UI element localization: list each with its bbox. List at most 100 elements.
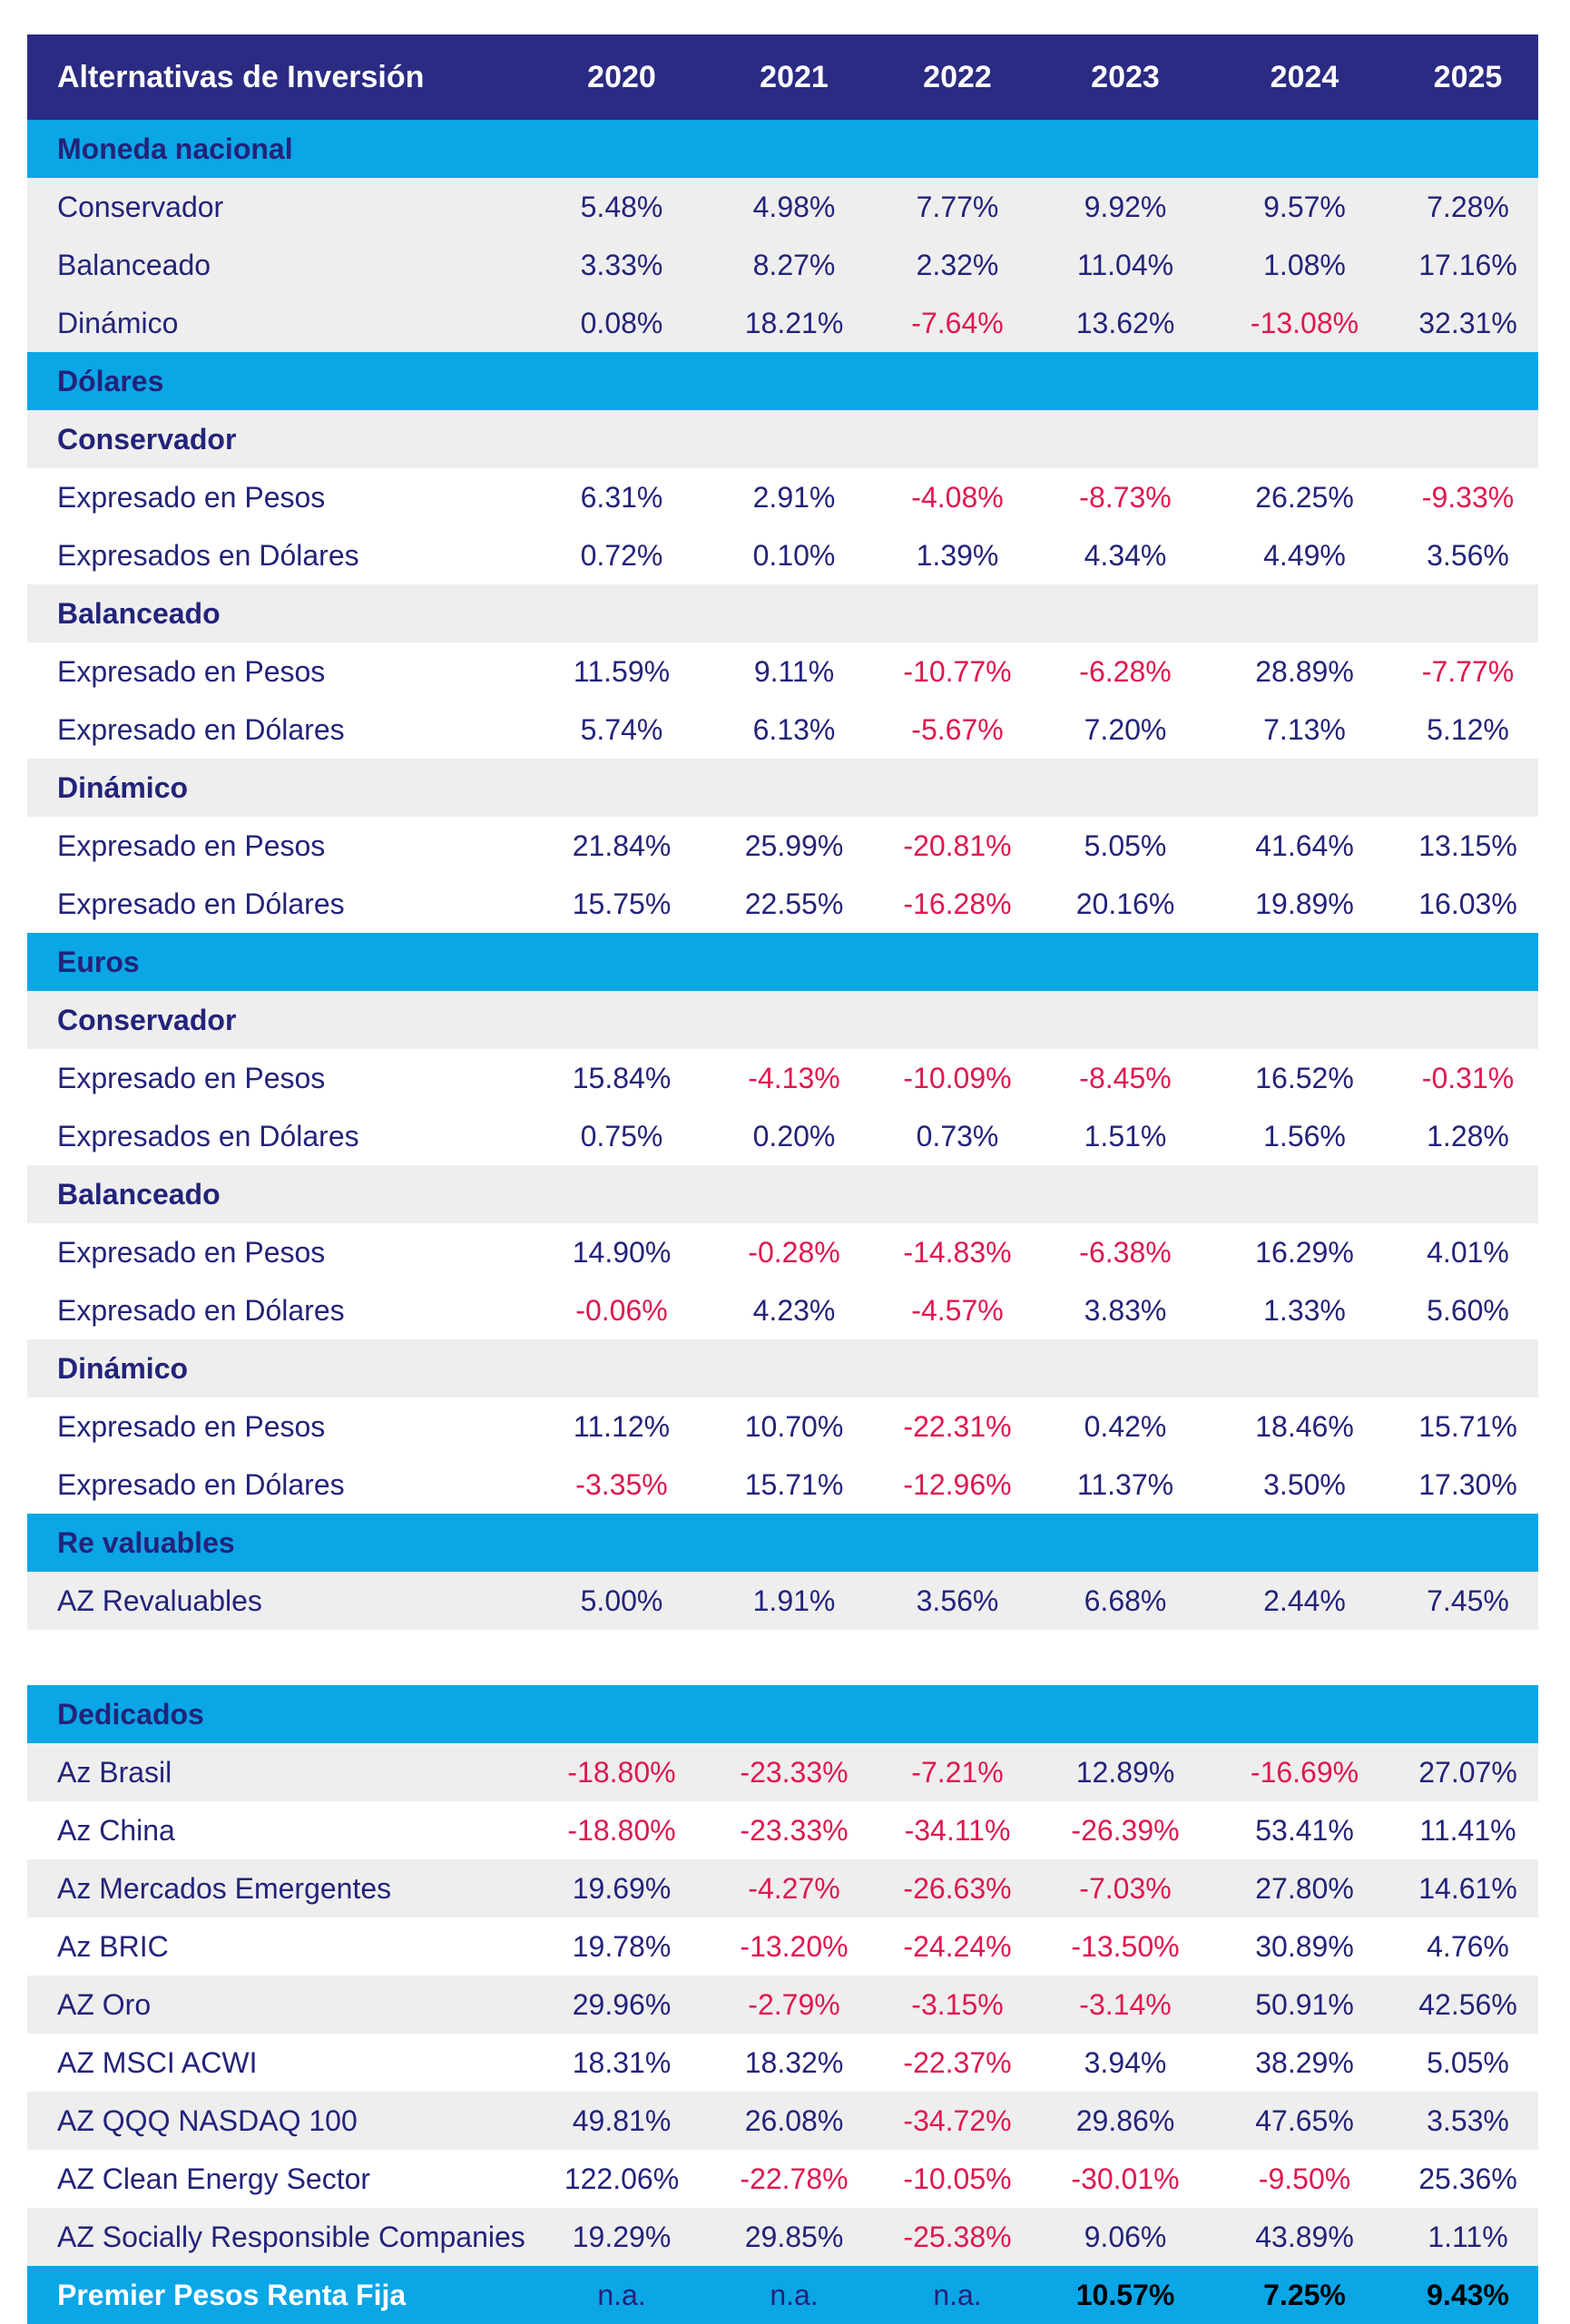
year-header-2021: 2021 xyxy=(760,59,829,94)
value-2020: 21.84% xyxy=(572,829,672,862)
value-2023: 10.57% xyxy=(1075,2278,1175,2311)
sub-row-conservador: Conservador xyxy=(27,410,1538,468)
table-row-az-brasil: Az Brasil -18.80% -23.33% -7.21% 12.89% -16.6… xyxy=(27,1743,1538,1801)
value-2023: 4.34% xyxy=(1084,538,1167,572)
value-2024: 19.89% xyxy=(1255,887,1354,920)
value-2024: 4.49% xyxy=(1263,538,1346,572)
value-2023: -26.39% xyxy=(1071,1813,1180,1847)
value-2024: 7.25% xyxy=(1263,2278,1346,2311)
year-header-2020: 2020 xyxy=(587,59,656,94)
value-2024: 41.64% xyxy=(1255,829,1354,862)
row-label: AZ Oro xyxy=(57,1987,152,2021)
row-label: Expresado en Dólares xyxy=(57,712,345,746)
value-2023: 29.86% xyxy=(1075,2103,1175,2137)
value-2023: 3.83% xyxy=(1084,1293,1167,1327)
value-2024: 38.29% xyxy=(1255,2045,1354,2079)
value-2023: 13.62% xyxy=(1075,306,1175,339)
row-label: Dinámico xyxy=(57,770,189,804)
row-label: Dinámico xyxy=(57,306,179,339)
sub-row-dinamico: Dinámico xyxy=(27,1339,1538,1397)
value-2021: -13.20% xyxy=(740,1929,849,1963)
value-2020: 11.12% xyxy=(573,1409,671,1443)
value-2022: 3.56% xyxy=(916,1584,999,1617)
value-2025: 4.76% xyxy=(1427,1929,1509,1963)
value-2020: 19.69% xyxy=(572,1871,672,1905)
row-label: Dólares xyxy=(57,364,164,397)
value-2025: -7.77% xyxy=(1421,654,1515,688)
value-2021: -23.33% xyxy=(740,1755,849,1789)
value-2020: -3.35% xyxy=(575,1467,668,1501)
value-2025: 14.61% xyxy=(1418,1871,1517,1905)
table-row-az-msci-acwi: AZ MSCI ACWI 18.31% 18.32% -22.37% 3.94% 38.2… xyxy=(27,2034,1538,2092)
section-row-dedicados: Dedicados xyxy=(27,1685,1538,1743)
value-2021: 26.08% xyxy=(744,2103,844,2137)
row-label: Conservador xyxy=(57,1003,237,1036)
value-2022: -4.08% xyxy=(911,480,1004,514)
value-2024: -13.08% xyxy=(1250,306,1359,339)
value-2022: -10.77% xyxy=(903,654,1012,688)
table-row-dinamico: Dinámico 0.08% 18.21% -7.64% 13.62% -13.08% 32… xyxy=(27,294,1538,352)
value-2022: -3.15% xyxy=(911,1987,1004,2021)
value-2024: 1.56% xyxy=(1263,1119,1346,1152)
row-label: Balanceado xyxy=(57,248,211,281)
row-label: Conservador xyxy=(57,422,237,456)
year-header-2023: 2023 xyxy=(1091,59,1160,94)
value-2024: 2.44% xyxy=(1263,1584,1346,1617)
value-2023: 3.94% xyxy=(1084,2045,1167,2079)
row-label: Re valuables xyxy=(57,1525,235,1559)
value-2020: 11.59% xyxy=(573,654,671,688)
dedicated-funds-table: Dedicados Az Brasil -18.80% -23.33% -7.21% 12… xyxy=(27,1685,1538,2324)
row-label: AZ QQQ NASDAQ 100 xyxy=(57,2103,358,2137)
value-2022: -34.11% xyxy=(904,1813,1011,1847)
value-2020: -18.80% xyxy=(567,1813,676,1847)
value-2024: 9.57% xyxy=(1263,190,1346,223)
sub-row-dinamico: Dinámico xyxy=(27,759,1538,817)
value-2025: 9.43% xyxy=(1427,2278,1509,2311)
value-2021: 15.71% xyxy=(744,1467,844,1501)
row-label: Euros xyxy=(57,945,140,978)
year-header-2022: 2022 xyxy=(923,59,992,94)
value-2023: 11.04% xyxy=(1076,248,1174,281)
value-2025: -9.33% xyxy=(1421,480,1515,514)
row-label: AZ MSCI ACWI xyxy=(57,2045,258,2079)
row-label: Az Brasil xyxy=(57,1755,172,1789)
table-row-expresado-en-dolares: Expresado en Dólares 15.75% 22.55% -16.28% 2… xyxy=(27,875,1538,933)
value-2023: 11.37% xyxy=(1076,1467,1174,1501)
value-2023: -6.38% xyxy=(1079,1235,1172,1269)
value-2020: 15.75% xyxy=(572,887,672,920)
value-2024: 7.13% xyxy=(1263,712,1346,746)
value-2025: 7.45% xyxy=(1427,1584,1509,1617)
value-2021: 2.91% xyxy=(752,480,836,514)
row-label: Expresado en Pesos xyxy=(57,480,326,514)
value-2024: 47.65% xyxy=(1255,2103,1354,2137)
value-2021: 29.85% xyxy=(744,2220,844,2253)
row-label: Az Mercados Emergentes xyxy=(57,1871,392,1905)
value-2022: -5.67% xyxy=(911,712,1004,746)
value-2025: 15.71% xyxy=(1418,1409,1517,1443)
value-2021: -4.27% xyxy=(748,1871,840,1905)
value-2020: 19.78% xyxy=(572,1929,672,1963)
value-2023: 9.06% xyxy=(1084,2220,1167,2253)
year-header-2025: 2025 xyxy=(1433,59,1503,94)
value-2023: -8.45% xyxy=(1079,1061,1172,1094)
value-2022: -20.81% xyxy=(903,829,1012,862)
value-2022: -7.21% xyxy=(911,1755,1004,1789)
row-label: Expresado en Pesos xyxy=(57,654,326,688)
value-2025: 13.15% xyxy=(1418,829,1517,862)
value-2025: 5.60% xyxy=(1427,1293,1509,1327)
sub-row-balanceado: Balanceado xyxy=(27,584,1538,642)
value-2022: -26.63% xyxy=(903,1871,1012,1905)
value-2022: 7.77% xyxy=(916,190,999,223)
value-2020: 0.08% xyxy=(580,306,663,339)
row-label: Balanceado xyxy=(57,1177,221,1211)
table-row-expresado-en-pesos: Expresado en Pesos 21.84% 25.99% -20.81% 5.0… xyxy=(27,817,1538,875)
row-label: Expresado en Pesos xyxy=(57,1061,326,1094)
value-2024: -9.50% xyxy=(1258,2162,1351,2195)
section-row-moneda-nacional: Moneda nacional xyxy=(27,120,1538,178)
row-label: Moneda nacional xyxy=(57,132,293,165)
table-row-expresado-en-pesos: Expresado en Pesos 14.90% -0.28% -14.83% -6.… xyxy=(27,1223,1538,1281)
value-2022: -4.57% xyxy=(911,1293,1004,1327)
value-2022: 0.73% xyxy=(916,1119,999,1152)
value-2024: 18.46% xyxy=(1255,1409,1354,1443)
value-2024: 16.52% xyxy=(1255,1061,1354,1094)
